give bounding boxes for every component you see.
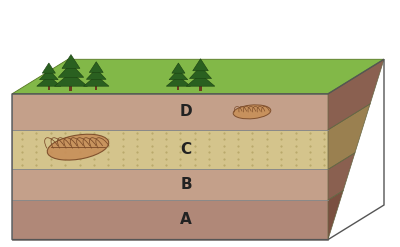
Polygon shape [84,76,109,86]
Polygon shape [328,104,370,169]
Polygon shape [89,62,103,72]
Polygon shape [190,66,212,79]
Polygon shape [12,130,328,169]
Text: A: A [180,212,192,227]
Polygon shape [328,153,355,200]
Polygon shape [12,200,328,240]
Polygon shape [186,74,215,86]
Polygon shape [54,72,88,86]
Polygon shape [62,55,80,68]
Text: B: B [180,177,192,192]
Polygon shape [12,94,328,130]
Text: C: C [180,142,192,157]
Polygon shape [328,191,343,240]
Polygon shape [42,63,56,73]
Polygon shape [172,63,185,73]
Polygon shape [12,59,384,94]
Polygon shape [37,76,61,86]
Ellipse shape [47,134,109,160]
Ellipse shape [233,105,271,119]
Bar [95,86,97,90]
Bar [70,86,72,91]
Bar [199,86,202,91]
Polygon shape [58,63,84,77]
Polygon shape [40,69,58,80]
Polygon shape [193,59,208,71]
Bar [48,86,50,90]
Polygon shape [328,59,384,130]
Polygon shape [86,69,106,79]
Bar [177,86,180,90]
Polygon shape [169,69,188,80]
Polygon shape [166,76,190,86]
Text: D: D [180,104,192,119]
Polygon shape [12,169,328,200]
